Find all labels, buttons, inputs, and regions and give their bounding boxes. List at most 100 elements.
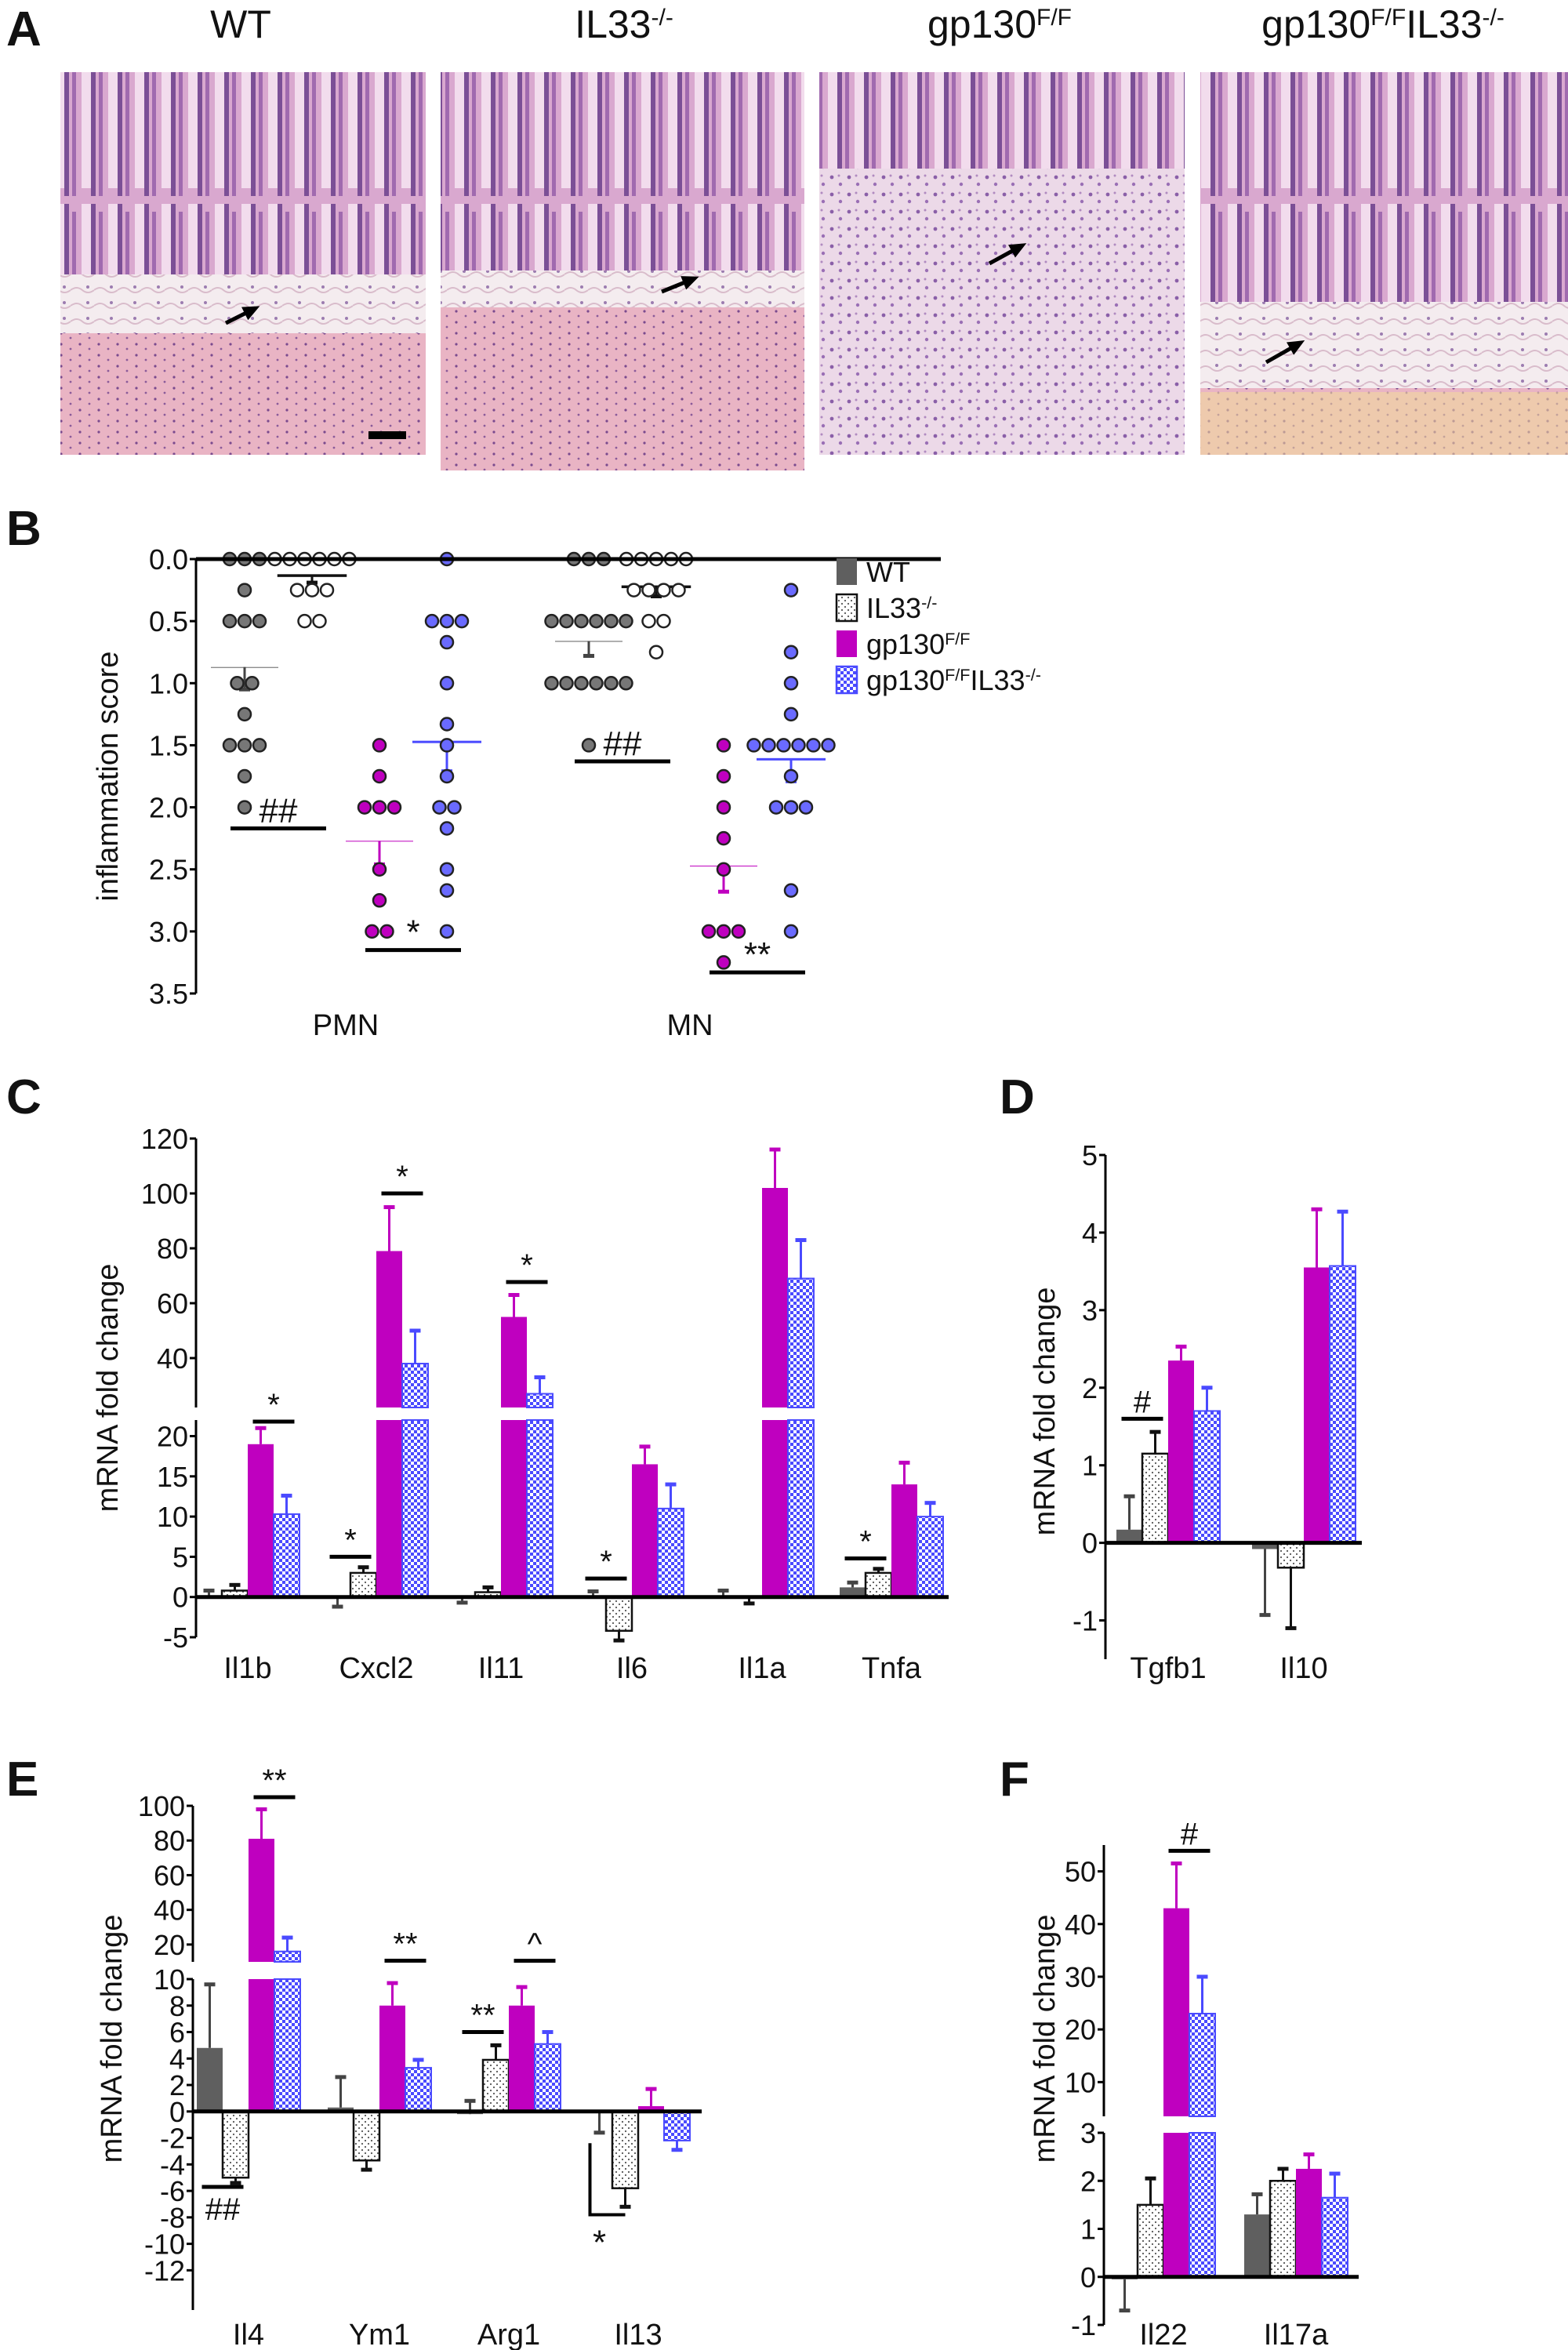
y-tick-label: 80 [157, 1233, 188, 1265]
y-tick-label: 6 [169, 2017, 185, 2049]
x-category-label: Il11 [478, 1652, 524, 1685]
y-tick-label: 2.5 [149, 854, 188, 886]
panel-letter: C [6, 1070, 42, 1124]
bar [1193, 1410, 1221, 1544]
micrograph-3 [819, 72, 1185, 455]
data-point [716, 955, 731, 970]
y-tick-label: 20 [157, 1421, 188, 1453]
data-point [641, 613, 656, 629]
muscle-layer [60, 333, 426, 455]
significance-label: ## [205, 2192, 241, 2227]
significance-label: * [600, 1545, 612, 1579]
category-group [211, 551, 481, 939]
y-axis-label: mRNA fold change [1029, 1915, 1062, 2163]
y-tick-label: 1 [1080, 2214, 1096, 2246]
data-point [768, 800, 784, 815]
y-tick-label: 2.0 [149, 792, 188, 824]
data-point [619, 676, 633, 691]
panel-letter: B [6, 502, 42, 556]
bar [274, 1950, 301, 1963]
data-point [589, 613, 604, 629]
x-category-label: Il1b [223, 1652, 271, 1685]
y-tick-label: 80 [154, 1825, 185, 1857]
bar [379, 2005, 405, 2112]
bar [405, 2067, 432, 2112]
bar [604, 1596, 633, 1633]
data-point [716, 862, 731, 877]
bar [1252, 1542, 1278, 1549]
data-point [245, 676, 260, 691]
data-point [439, 613, 455, 629]
significance-bracket [588, 2143, 626, 2217]
x-category-label: Il4 [233, 2319, 264, 2350]
text-part: gp130 [1261, 2, 1370, 46]
category-group [1252, 1207, 1356, 1630]
bar [1116, 1529, 1142, 1543]
x-category-label: Ym1 [349, 2319, 410, 2350]
category-group [457, 1985, 561, 2115]
y-tick-label: -2 [160, 2123, 185, 2155]
data-point [365, 924, 379, 939]
category-group [1112, 1861, 1216, 2313]
category-group [449, 1293, 554, 1605]
bar [401, 1419, 429, 1598]
y-tick-label: -12 [144, 2254, 185, 2286]
arrow-head-icon [1287, 340, 1305, 355]
category-group [840, 1460, 944, 1598]
bar [611, 2110, 640, 2189]
data-point [604, 613, 619, 629]
muscle-tint [1200, 392, 1568, 455]
data-point [357, 800, 372, 815]
bar [1329, 1265, 1356, 1544]
y-tick-label: 0 [1082, 1527, 1098, 1560]
chart-panel-d: -1 0 1 2 3 4 5 mRNA fold change Tgfb1 Il10 # [1029, 1139, 1362, 1685]
chart-panel-b: 0.0 0.5 1.0 1.5 2.0 2.5 3.0 3.5 inflammation sco… [92, 543, 941, 1042]
category-group [197, 1807, 301, 2185]
y-tick-label: 1 [1082, 1450, 1098, 1482]
data-point [439, 821, 455, 836]
legend-swatch [837, 558, 857, 585]
data-point [222, 738, 238, 753]
significance-label: # [1134, 1385, 1152, 1419]
y-axis-label: inflammation score [92, 652, 125, 902]
data-point [731, 924, 746, 939]
category-group [196, 1426, 300, 1599]
bar [916, 1516, 944, 1598]
panel-letter: E [6, 1753, 38, 1807]
bar [526, 1393, 554, 1408]
significance-marker: ** [710, 935, 805, 975]
y-tick-label: 20 [1065, 2014, 1096, 2046]
data-point [237, 768, 252, 784]
bar [638, 2106, 664, 2112]
data-point [783, 676, 799, 691]
significance-marker: * [252, 1388, 295, 1424]
data-point [297, 613, 312, 629]
micrograph-2 [441, 72, 804, 470]
data-point [439, 768, 455, 784]
text-part: IL33 [575, 2, 651, 46]
significance-marker: * [365, 913, 461, 953]
data-point [304, 583, 320, 597]
x-category-label: Tnfa [862, 1652, 922, 1685]
superscript: -/- [1025, 665, 1041, 685]
villi-layer [60, 72, 426, 274]
bar [1168, 1360, 1194, 1543]
significance-label: ** [744, 935, 771, 974]
legend-swatch [837, 630, 857, 657]
bar [840, 1587, 866, 1597]
category-group [1116, 1344, 1221, 1544]
y-axis-label: mRNA fold change [1029, 1288, 1062, 1536]
bar [1136, 2203, 1165, 2278]
significance-marker: * [329, 1523, 372, 1559]
data-point [716, 800, 731, 815]
bar [1304, 1267, 1330, 1543]
bar [1141, 1452, 1170, 1544]
data-point [656, 583, 671, 597]
significance-label: ## [604, 725, 642, 763]
superscript: F/F [945, 629, 970, 648]
data-point [559, 613, 574, 629]
y-tick-label: 20 [154, 1929, 185, 1961]
y-tick-label: 3 [1080, 2117, 1096, 2149]
bar [248, 1444, 274, 1597]
